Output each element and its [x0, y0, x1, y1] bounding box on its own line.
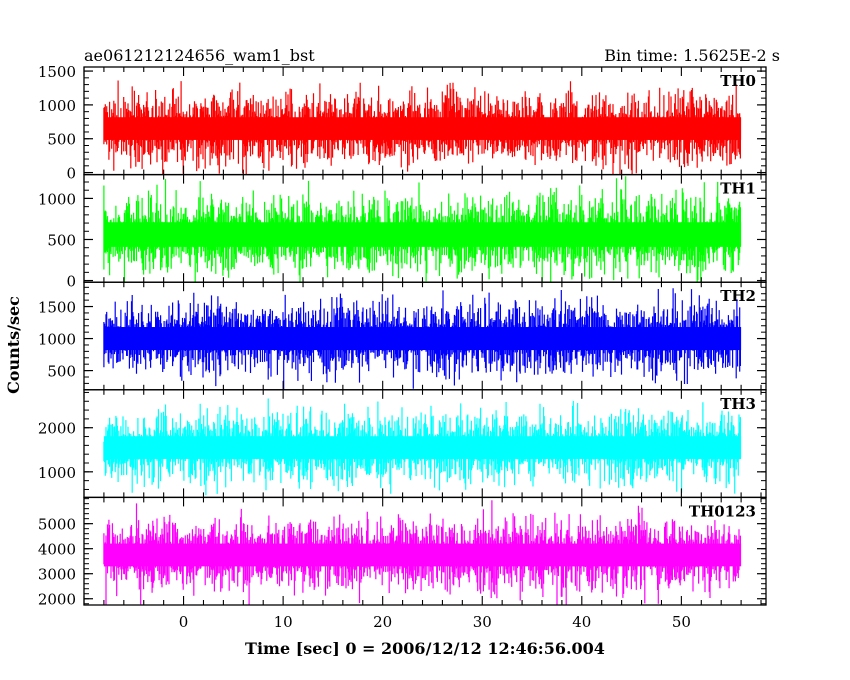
panel-th3: 1000 2000 TH3	[38, 389, 767, 499]
series-line-th0123	[103, 500, 741, 605]
y-tick-label: 1500	[38, 63, 76, 81]
y-tick-label: 0	[66, 165, 76, 183]
y-tick-label: 0	[66, 273, 76, 291]
y-tick-label: 1000	[38, 331, 76, 349]
panel-label: TH0123	[689, 502, 756, 520]
series-line-th1	[103, 176, 741, 283]
series-line-th0	[103, 80, 741, 175]
y-tick-label: 500	[47, 231, 76, 249]
series-line-th2	[103, 288, 741, 390]
x-tick-label: 0	[179, 613, 189, 631]
y-tick-label: 2000	[38, 591, 76, 609]
y-tick-label: 3000	[38, 566, 76, 584]
y-tick-label: 5000	[38, 516, 76, 534]
panel-th2: 500 1000 1500 TH2	[38, 281, 767, 391]
x-tick-label: 50	[672, 613, 691, 631]
panel-th0: 0 500 1000 1500 TH0	[38, 63, 767, 183]
chart-title-left: ae061212124656_wam1_bst	[84, 46, 315, 65]
panel-label: TH0	[720, 72, 756, 90]
chart-title-right: Bin time: 1.5625E-2 s	[604, 46, 780, 65]
y-tick-label: 1000	[38, 190, 76, 208]
y-tick-label: 500	[47, 131, 76, 149]
y-tick-label: 500	[47, 363, 76, 381]
panel-th1: 0 500 1000 TH1	[38, 173, 767, 291]
x-tick-label: 20	[373, 613, 392, 631]
y-tick-label: 1000	[38, 464, 76, 482]
panel-label: TH3	[720, 395, 756, 413]
series-line-th3	[103, 398, 741, 496]
y-tick-label: 1000	[38, 97, 76, 115]
y-axis-label: Counts/sec	[4, 296, 23, 394]
panel-frame	[83, 496, 767, 606]
panel-label: TH1	[720, 180, 756, 198]
panel-label: TH2	[720, 287, 756, 305]
x-tick-label: 30	[473, 613, 492, 631]
x-axis: 0 10 20 30 40 50	[179, 613, 691, 631]
x-axis-label: Time [sec] 0 = 2006/12/12 12:46:56.004	[245, 639, 605, 658]
panel-th0123: 2000 3000 4000 5000 TH0123	[38, 496, 767, 609]
x-tick-label: 10	[274, 613, 293, 631]
y-tick-label: 2000	[38, 420, 76, 438]
panels-group: 0 500 1000 1500 TH0 0 500 1000 TH1 500 1000 1500 TH2…	[38, 63, 767, 609]
x-tick-label: 40	[572, 613, 591, 631]
y-tick-label: 1500	[38, 299, 76, 317]
y-tick-label: 4000	[38, 541, 76, 559]
